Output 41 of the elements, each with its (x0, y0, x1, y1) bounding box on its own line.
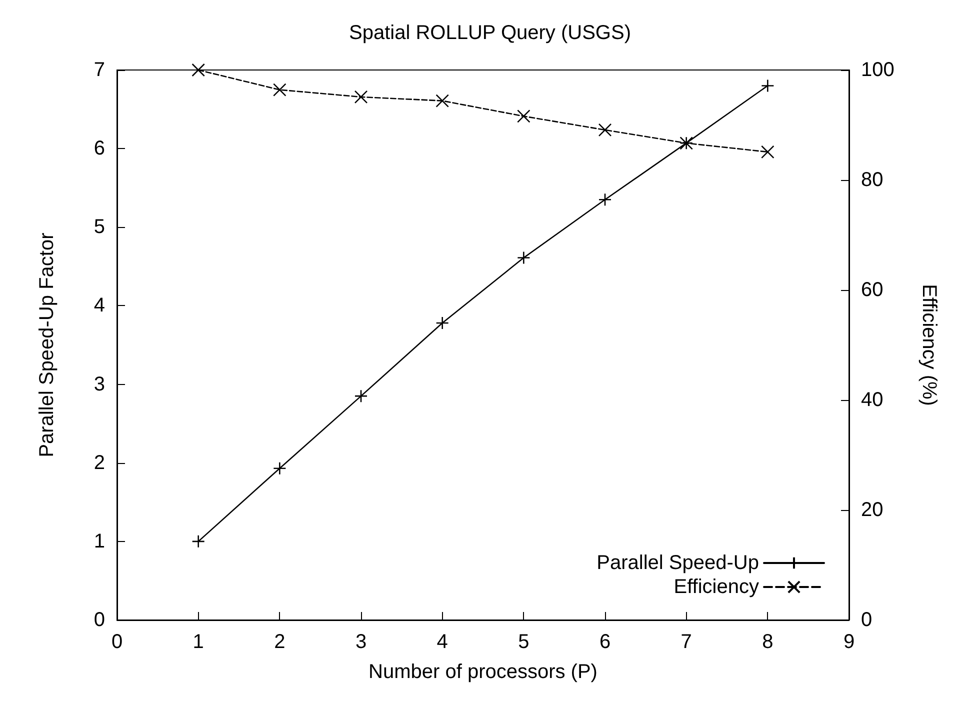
legend-label: Parallel Speed-Up (596, 552, 759, 574)
y-tick-label: 3 (94, 373, 105, 396)
y-tick-label: 6 (94, 138, 105, 160)
x-tick-label: 6 (599, 631, 611, 653)
y-tick-label: 4 (94, 294, 105, 317)
y2-tick-label: 60 (861, 279, 884, 301)
x-tick-label: 0 (111, 631, 123, 653)
x-tick-label: 8 (762, 631, 774, 653)
chart-title: Spatial ROLLUP Query (USGS) (349, 22, 631, 44)
point (354, 389, 368, 403)
x-tick-label: 2 (274, 631, 286, 653)
x-tick-label: 4 (436, 631, 448, 653)
y-tick-label: 2 (94, 452, 105, 474)
y2-tick-label: 100 (861, 59, 894, 81)
point (192, 63, 205, 77)
point (436, 316, 449, 330)
y-tick-label: 5 (94, 216, 105, 238)
y-tick-label: 7 (94, 59, 105, 81)
y2-tick-label: 0 (861, 609, 872, 631)
point (598, 192, 612, 206)
y-tick-label: 0 (94, 609, 105, 631)
y2-tick-label: 20 (861, 499, 884, 521)
x-tick-label: 9 (843, 631, 855, 653)
x-tick-label: 5 (518, 631, 530, 653)
legend-label: Efficiency (674, 576, 759, 598)
y-axis-title: Parallel Speed-Up Factor (36, 232, 58, 458)
x-tick-label: 1 (192, 631, 204, 653)
y2-tick-label: 40 (861, 389, 884, 411)
point (761, 145, 774, 159)
y-tick-label: 1 (94, 530, 105, 552)
y2-tick-label: 80 (861, 169, 884, 191)
point (354, 90, 368, 104)
x-axis-title: Number of processors (P) (368, 661, 598, 683)
x-tick-label: 7 (680, 631, 692, 653)
y2-axis-title: Efficiency (%) (918, 284, 940, 406)
point (517, 110, 530, 123)
point (192, 534, 205, 548)
point (436, 94, 449, 108)
point (273, 83, 286, 96)
x-tick-label: 3 (355, 631, 367, 653)
point (598, 123, 612, 137)
